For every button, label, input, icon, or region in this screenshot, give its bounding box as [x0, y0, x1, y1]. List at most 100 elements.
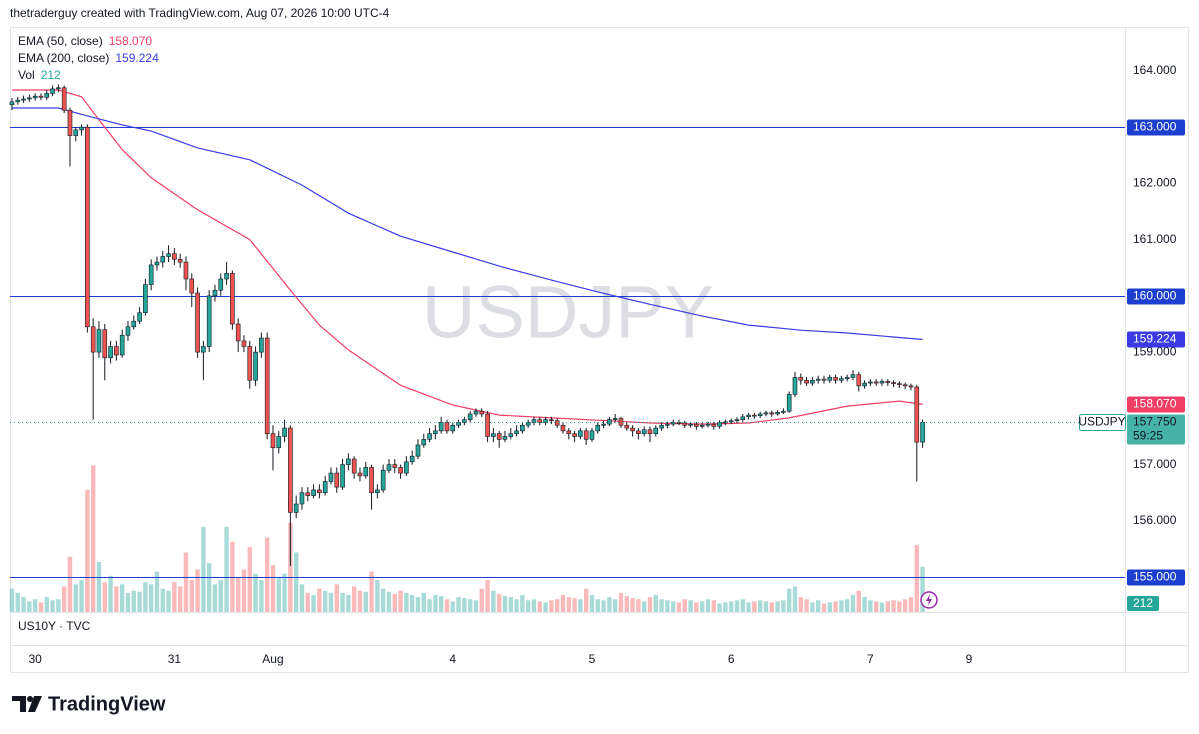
candle-body	[833, 377, 838, 381]
candle-body	[32, 95, 38, 99]
candle-body	[746, 414, 751, 418]
volume-bar	[32, 599, 38, 612]
volume-bar	[595, 599, 600, 612]
volume-bar	[723, 602, 728, 612]
volume-bar	[659, 599, 664, 612]
volume-bar	[386, 591, 392, 612]
volume-bar	[131, 590, 136, 612]
volume-bar	[137, 591, 142, 612]
legend-value: 212	[41, 68, 61, 82]
volume-bar	[270, 565, 276, 612]
candle-body	[572, 433, 577, 437]
volume-bar	[873, 601, 879, 612]
volume-bar	[195, 569, 200, 612]
ema-line	[12, 89, 923, 425]
volume-bar	[166, 590, 171, 612]
volume-bar	[276, 577, 281, 612]
watermark: USDJPY	[422, 271, 714, 354]
candle-body	[862, 382, 867, 387]
legend-value: 159.224	[115, 51, 159, 65]
volume-bar	[491, 590, 496, 612]
volume-bar	[647, 597, 653, 612]
volume-bar	[125, 592, 131, 612]
volume-bar	[578, 599, 583, 612]
y-tick-label: 156.000	[1133, 513, 1177, 527]
candle-body	[375, 489, 380, 494]
candle-body	[15, 99, 21, 103]
volume-bar	[172, 582, 177, 612]
candle-body	[322, 481, 328, 494]
y-tick-label: 161.000	[1133, 232, 1177, 246]
volume-bar	[189, 580, 194, 612]
volume-bar	[676, 602, 682, 612]
volume-bar	[444, 599, 450, 612]
volume-bar	[206, 563, 212, 612]
y-tick-label: 164.000	[1133, 63, 1177, 77]
candle-body	[380, 469, 386, 491]
candle-body	[108, 346, 113, 359]
candle-body	[38, 95, 44, 98]
candle-body	[578, 430, 583, 437]
price-badge	[1127, 288, 1185, 305]
volume-bar	[351, 586, 357, 612]
candle-body	[357, 472, 363, 477]
candle-body	[514, 430, 519, 434]
volume-bar	[50, 600, 55, 612]
candle-body	[421, 439, 427, 446]
candle-body	[415, 444, 421, 457]
volume-bar	[485, 580, 490, 612]
volume-bar	[827, 602, 832, 612]
candle-body	[282, 427, 287, 437]
candle-body	[351, 458, 357, 474]
candle-body	[67, 109, 73, 136]
volume-bar	[885, 601, 890, 612]
candle-body	[9, 101, 15, 105]
candle-body	[670, 422, 676, 425]
candle-body	[160, 256, 166, 263]
volume-bar	[694, 602, 699, 612]
volume-bar	[305, 592, 310, 612]
candle-body	[624, 424, 630, 429]
volume-bar	[235, 577, 241, 612]
candle-body	[549, 419, 554, 422]
volume-bar	[514, 599, 519, 612]
candle-body	[73, 129, 79, 136]
volume-bar	[897, 601, 902, 612]
volume-bar	[375, 580, 380, 612]
volume-bar	[583, 588, 589, 612]
y-tick-label: 162.000	[1133, 176, 1177, 190]
candle-body	[583, 430, 589, 440]
volume-bar	[728, 601, 734, 612]
candle-body	[775, 412, 780, 415]
candle-body	[369, 467, 374, 494]
volume-bar	[201, 526, 206, 612]
volume-bar	[804, 599, 809, 612]
x-tick-label: 4	[449, 652, 456, 666]
volume-bar	[543, 602, 548, 612]
volume-bar	[624, 596, 629, 612]
candle-body	[427, 433, 432, 440]
volume-bar	[508, 597, 513, 612]
candle-body	[508, 433, 514, 437]
candle-body	[844, 377, 850, 379]
volume-bar	[253, 573, 258, 612]
volume-bar	[433, 594, 438, 612]
volume-bar	[61, 586, 67, 612]
volume-bar	[96, 562, 102, 612]
candle-body	[125, 326, 131, 336]
volume-bar	[259, 580, 264, 612]
volume-bar	[618, 592, 624, 612]
candle-body	[914, 386, 920, 443]
price-badge	[1127, 569, 1185, 586]
volume-bar	[38, 602, 44, 612]
candle-body	[485, 413, 490, 437]
candle-body	[786, 394, 792, 412]
ema-badge	[1127, 396, 1185, 413]
candle-body	[253, 351, 258, 381]
candle-body	[543, 419, 548, 423]
volume-bar	[833, 601, 838, 612]
volume-bar	[346, 594, 351, 612]
volume-bar	[775, 601, 780, 612]
candle-body	[363, 467, 369, 477]
